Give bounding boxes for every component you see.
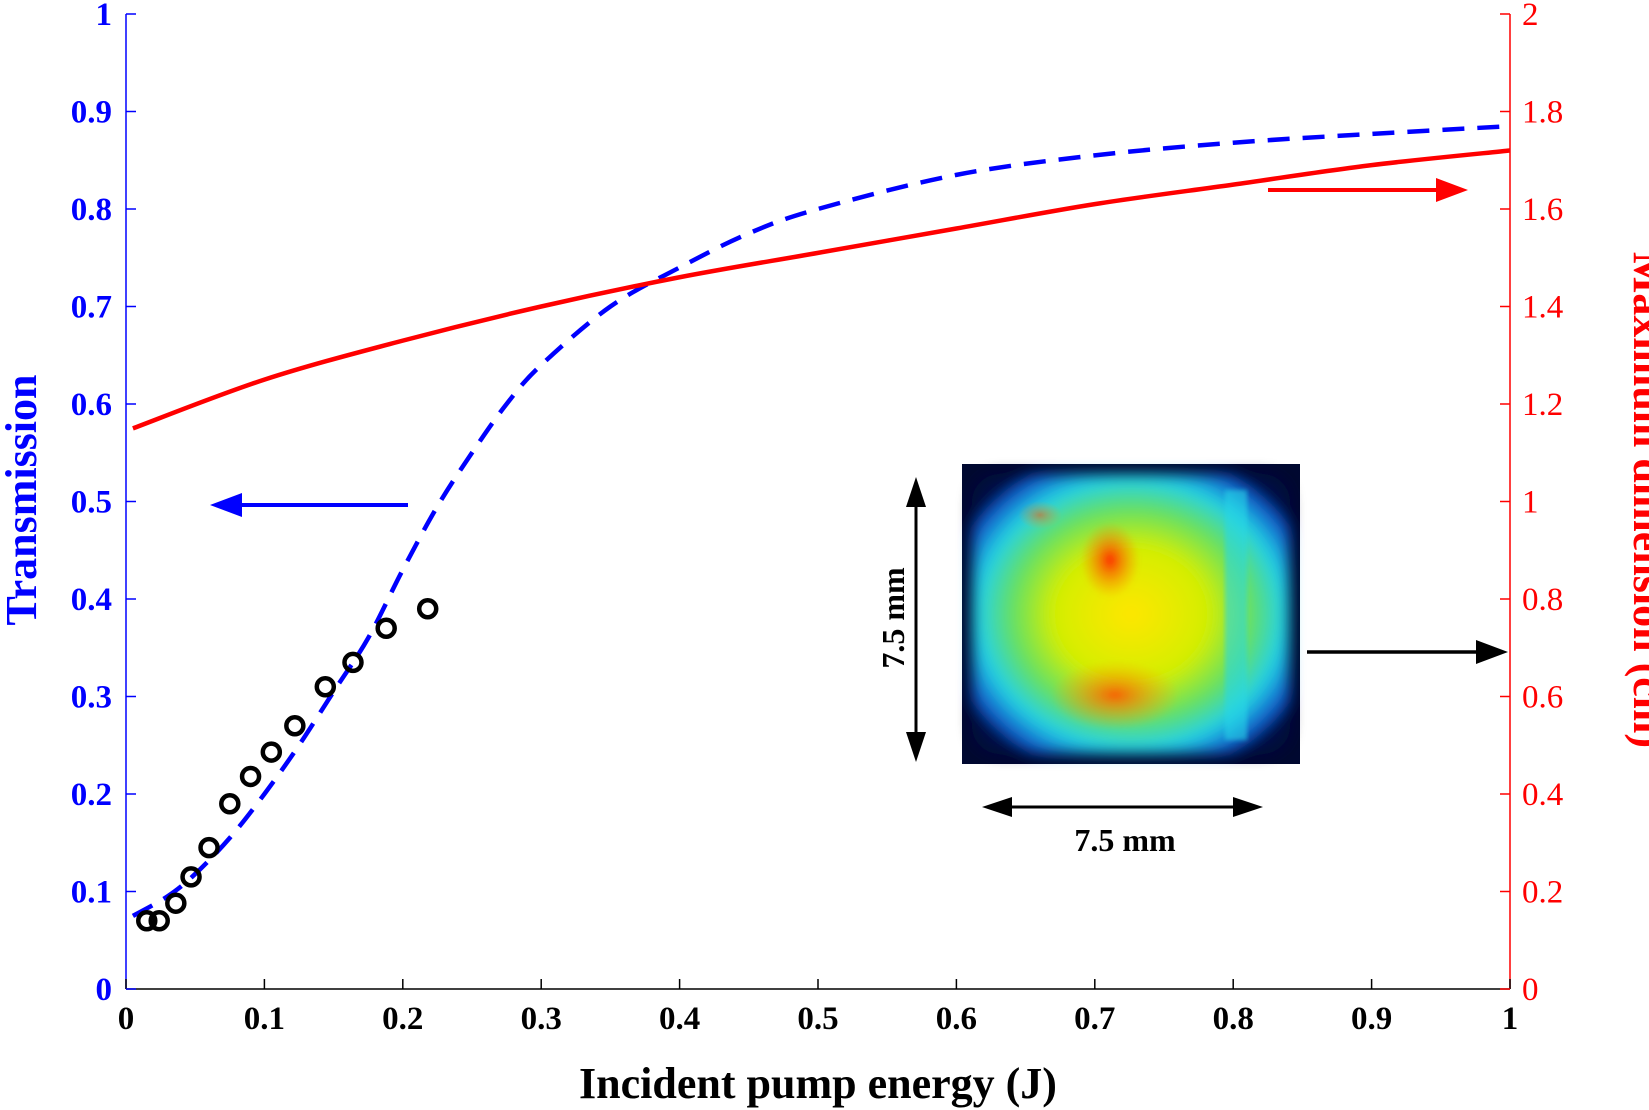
y-left-tick-label: 0: [96, 972, 113, 1008]
y-right-tick-label: 1.4: [1522, 290, 1563, 326]
max-dimension-line: [132, 148, 1511, 431]
measured-point: [219, 793, 241, 815]
y-right-tick-label: 1: [1522, 485, 1539, 521]
y-left-tick-label: 0.2: [71, 777, 112, 813]
measured-point: [375, 617, 397, 639]
black-right-arrow: [1307, 640, 1508, 664]
x-tick-label: 0.7: [1074, 1001, 1115, 1037]
inset-horizontal-dimension: [982, 797, 1263, 817]
x-tick-label: 0.8: [1213, 1001, 1254, 1037]
y-right-tick-label: 1.2: [1522, 387, 1563, 423]
inset-vertical-dimension: [906, 477, 926, 762]
measured-point: [165, 892, 187, 914]
y-left-axis-label: Transmission: [0, 374, 46, 625]
y-right-tick-label: 0: [1522, 972, 1539, 1008]
measured-point: [284, 715, 306, 737]
inset-vertical-label: 7.5 mm: [875, 567, 911, 669]
measured-point: [148, 910, 170, 932]
y-right-tick-label: 1.8: [1522, 95, 1563, 131]
measured-point: [416, 598, 439, 620]
y-right-tick-label: 1.6: [1522, 192, 1563, 228]
x-tick-label: 0.3: [521, 1001, 562, 1037]
measured-point: [239, 765, 262, 788]
y-left-ticks: 0 0.1 0.2 0.3 0.4 0.5 0.6 0.7 0.8 0.9 1: [71, 0, 136, 1008]
x-tick-label: 1: [1502, 1001, 1519, 1037]
x-tick-label: 0.9: [1351, 1001, 1392, 1037]
y-right-tick-label: 0.2: [1522, 875, 1563, 911]
x-tick-label: 0.6: [936, 1001, 977, 1037]
inset-horizontal-label: 7.5 mm: [1074, 822, 1176, 858]
axes-frame: [125, 14, 1511, 990]
y-right-tick-label: 2: [1522, 0, 1539, 33]
x-tick-label: 0.5: [797, 1001, 838, 1037]
red-right-arrow: [1268, 178, 1468, 202]
x-axis-label: Incident pump energy (J): [579, 1059, 1057, 1108]
y-left-tick-label: 0.5: [71, 485, 112, 521]
y-right-tick-label: 0.6: [1522, 680, 1563, 716]
y-right-tick-label: 0.8: [1522, 582, 1563, 618]
blue-left-arrow: [210, 493, 408, 517]
y-right-tick-label: 0.4: [1522, 777, 1563, 813]
measured-point: [198, 836, 220, 859]
y-left-tick-label: 0.7: [71, 290, 112, 326]
beam-profile-inset: [962, 464, 1300, 764]
x-tick-label: 0.4: [659, 1001, 700, 1037]
y-left-tick-label: 0.9: [71, 95, 112, 131]
x-ticks: 0 0.1 0.2 0.3 0.4 0.5 0.6 0.7 0.8 0.9 1: [118, 979, 1519, 1037]
y-left-tick-label: 0.3: [71, 680, 112, 716]
y-left-tick-label: 0.8: [71, 192, 112, 228]
x-tick-label: 0.2: [382, 1001, 423, 1037]
measured-point: [180, 866, 202, 888]
x-tick-label: 0: [118, 1001, 135, 1037]
measured-point: [136, 910, 158, 932]
y-left-tick-label: 0.6: [71, 387, 112, 423]
transmission-model-line: [131, 123, 1511, 918]
y-left-tick-label: 0.1: [71, 875, 112, 911]
x-tick-label: 0.1: [244, 1001, 285, 1037]
measured-point: [342, 651, 364, 674]
y-left-tick-label: 1: [96, 0, 113, 33]
y-right-ticks: 0 0.2 0.4 0.6 0.8 1 1.2 1.4 1.6 1.8 2: [1500, 0, 1563, 1008]
measured-point: [314, 676, 337, 698]
y-left-tick-label: 0.4: [71, 582, 112, 618]
plot-area: [131, 123, 1511, 932]
measured-point: [260, 741, 283, 763]
y-right-axis-label: Maximum dimension (cm): [1624, 252, 1649, 748]
